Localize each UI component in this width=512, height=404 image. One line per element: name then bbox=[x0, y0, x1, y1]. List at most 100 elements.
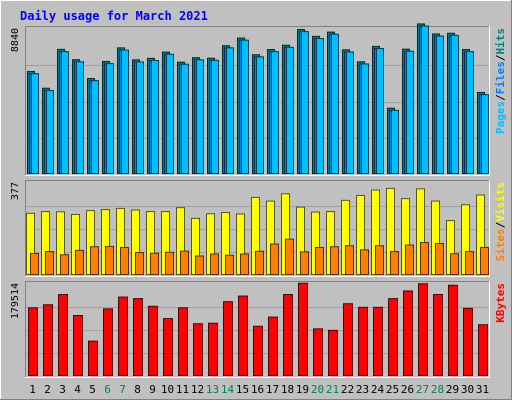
bar-pages-day-19 bbox=[301, 31, 309, 174]
bar-kbytes-day-9 bbox=[148, 305, 158, 376]
bar-kbytes-day-15 bbox=[238, 295, 248, 376]
bar-kbytes-day-29 bbox=[448, 284, 458, 376]
bar-pages-day-11 bbox=[181, 63, 189, 174]
x-tick-label-day-12: 12 bbox=[191, 383, 204, 396]
x-tick-label-day-22: 22 bbox=[341, 383, 354, 396]
bar-kbytes-day-4 bbox=[73, 315, 83, 377]
bar-kbytes-day-6 bbox=[103, 308, 113, 376]
bar-pages-day-1 bbox=[31, 73, 39, 174]
x-tick-label-day-25: 25 bbox=[386, 383, 399, 396]
bar-pages-day-28 bbox=[436, 35, 444, 175]
x-tick-label-day-30: 30 bbox=[461, 383, 474, 396]
bar-sites-day-1 bbox=[30, 253, 39, 276]
bar-kbytes-day-13 bbox=[208, 322, 218, 376]
bar-sites-day-2 bbox=[45, 251, 54, 276]
bar-pages-day-16 bbox=[256, 56, 264, 174]
bar-sites-day-17 bbox=[270, 243, 279, 276]
bar-pages-day-5 bbox=[91, 80, 99, 174]
bar-pages-day-22 bbox=[346, 51, 354, 174]
bar-kbytes-day-11 bbox=[178, 307, 188, 376]
bar-pages-day-2 bbox=[46, 90, 54, 174]
bar-kbytes-day-30 bbox=[463, 307, 473, 377]
bar-sites-day-4 bbox=[75, 249, 84, 275]
bar-kbytes-day-3 bbox=[58, 294, 68, 376]
bar-sites-day-19 bbox=[300, 251, 309, 276]
bar-kbytes-day-31 bbox=[478, 324, 488, 376]
x-tick-label-day-6: 6 bbox=[104, 383, 111, 396]
bar-sites-day-5 bbox=[90, 246, 99, 275]
legend-entry: Sites bbox=[494, 228, 507, 261]
bar-pages-day-31 bbox=[481, 94, 489, 174]
x-tick-label-day-17: 17 bbox=[266, 383, 279, 396]
x-tick-label-day-14: 14 bbox=[221, 383, 235, 396]
bar-pages-day-21 bbox=[331, 33, 339, 174]
bar-pages-day-8 bbox=[136, 61, 144, 174]
x-tick-label-day-21: 21 bbox=[326, 383, 339, 396]
bar-sites-day-8 bbox=[135, 252, 144, 275]
y-max-label: 8840 bbox=[10, 28, 21, 52]
bar-kbytes-day-21 bbox=[328, 329, 338, 376]
bar-sites-day-7 bbox=[120, 246, 129, 275]
bar-sites-day-3 bbox=[60, 254, 69, 275]
legend-kbytes: KBytes bbox=[494, 283, 507, 323]
series-kbytes bbox=[28, 282, 488, 377]
bar-kbytes-day-22 bbox=[343, 303, 353, 377]
bar-sites-day-27 bbox=[420, 242, 429, 276]
bar-sites-day-26 bbox=[405, 244, 414, 275]
x-tick-label-day-8: 8 bbox=[134, 383, 141, 396]
y-max-label: 179514 bbox=[10, 283, 21, 319]
x-tick-label-day-1: 1 bbox=[29, 383, 36, 396]
bar-sites-day-23 bbox=[360, 249, 369, 276]
bar-sites-day-14 bbox=[225, 254, 234, 276]
bar-pages-day-25 bbox=[391, 109, 399, 175]
x-tick-label-day-23: 23 bbox=[356, 383, 369, 396]
bar-sites-day-11 bbox=[180, 250, 189, 275]
bar-pages-day-4 bbox=[76, 61, 84, 174]
x-tick-label-day-27: 27 bbox=[416, 383, 429, 396]
bar-kbytes-day-18 bbox=[283, 294, 293, 376]
bar-kbytes-day-1 bbox=[28, 307, 38, 376]
bar-pages-day-27 bbox=[421, 25, 429, 174]
bar-kbytes-day-20 bbox=[313, 328, 323, 377]
x-tick-label-day-4: 4 bbox=[74, 383, 81, 396]
bar-kbytes-day-19 bbox=[298, 282, 308, 377]
panel-visits-sites: 377 Sites/Visits bbox=[10, 180, 507, 277]
bar-pages-day-9 bbox=[151, 60, 159, 175]
bar-sites-day-13 bbox=[210, 253, 219, 275]
legend-entry: / bbox=[494, 54, 507, 61]
bar-sites-day-18 bbox=[285, 238, 294, 275]
bar-pages-day-20 bbox=[316, 38, 324, 174]
bar-kbytes-day-24 bbox=[373, 306, 383, 377]
x-tick-label-day-10: 10 bbox=[161, 383, 174, 396]
bar-pages-day-17 bbox=[271, 51, 279, 175]
bar-kbytes-day-2 bbox=[43, 304, 53, 377]
x-tick-label-day-16: 16 bbox=[251, 383, 264, 396]
legend-entry: / bbox=[494, 94, 507, 101]
bar-pages-day-29 bbox=[451, 34, 459, 174]
bar-pages-day-23 bbox=[361, 63, 369, 174]
bar-sites-day-9 bbox=[150, 252, 159, 276]
legend-entry: Files bbox=[494, 61, 507, 94]
bar-sites-day-20 bbox=[315, 246, 324, 275]
bar-kbytes-day-7 bbox=[118, 296, 128, 376]
y-max-label: 377 bbox=[10, 182, 21, 200]
x-tick-label-day-13: 13 bbox=[206, 383, 219, 396]
bar-pages-day-13 bbox=[211, 59, 219, 174]
bar-kbytes-day-28 bbox=[433, 294, 443, 376]
x-tick-label-day-19: 19 bbox=[296, 383, 309, 396]
bar-pages-day-14 bbox=[226, 47, 234, 174]
bar-pages-day-7 bbox=[121, 49, 129, 174]
bar-sites-day-6 bbox=[105, 245, 114, 275]
x-tick-label-day-2: 2 bbox=[44, 383, 51, 396]
legend-entry: / bbox=[494, 221, 507, 228]
x-tick-label-day-15: 15 bbox=[236, 383, 249, 396]
x-tick-label-day-31: 31 bbox=[476, 383, 489, 396]
series-pages bbox=[31, 25, 489, 175]
bar-sites-day-31 bbox=[480, 246, 489, 275]
bar-kbytes-day-26 bbox=[403, 290, 413, 376]
bar-sites-day-24 bbox=[375, 245, 384, 276]
x-tick-label-day-7: 7 bbox=[119, 383, 126, 396]
bar-kbytes-day-8 bbox=[133, 298, 143, 376]
